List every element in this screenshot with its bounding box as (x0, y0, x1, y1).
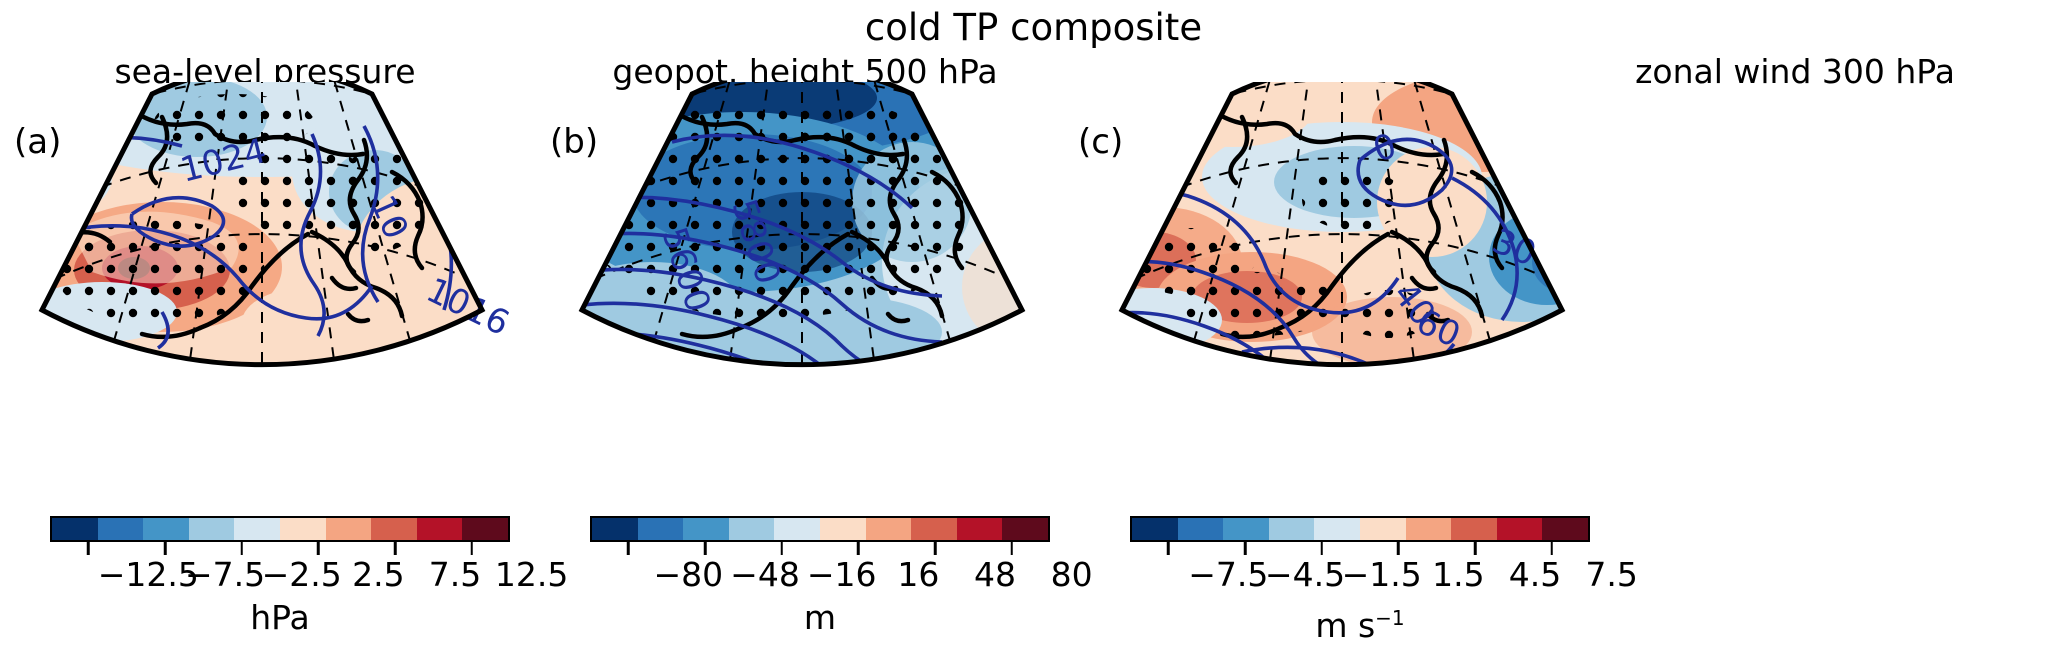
colorbar-tick (1397, 542, 1400, 555)
panel-a-colorbar: −12.5 −7.5 −2.5 2.5 7.5 12.5 hPa (30, 516, 568, 641)
panel-b-map-border (578, 82, 1026, 368)
colorbar-band (956, 518, 1003, 540)
panel-a-letter: (a) (14, 122, 62, 162)
panel-a-map: 1024 10 1016 (12, 82, 512, 372)
colorbar-tick (470, 542, 473, 555)
colorbar-tick (1550, 542, 1553, 555)
colorbar-band (819, 518, 866, 540)
figure-suptitle: cold TP composite (864, 6, 1203, 49)
panel-c-map-border (1118, 82, 1566, 368)
panel-b-colorbar-bar[interactable] (590, 516, 1050, 542)
colorbar-tick-label: −80 (653, 555, 724, 594)
colorbar-tick (240, 542, 243, 555)
panel-c-colorbar-labels: −7.5 −4.5 −1.5 1.5 4.5 7.5 (1110, 556, 1730, 596)
colorbar-band (1314, 518, 1360, 540)
colorbar-band (371, 518, 417, 540)
colorbar-band (52, 518, 98, 540)
panel-b-colorbar-unit: m (803, 598, 837, 637)
colorbar-band (1359, 518, 1406, 540)
colorbar-tick (1243, 542, 1247, 555)
panel-a-colorbar-unit: hPa (250, 598, 310, 637)
colorbar-tick-label: 1.5 (1432, 555, 1485, 594)
colorbar-band (637, 518, 684, 540)
colorbar-band (188, 518, 235, 540)
panel-b-colorbar: −80 −48 −16 16 48 80 m (570, 516, 1093, 641)
colorbar-band (1223, 518, 1269, 540)
colorbar-band (234, 518, 280, 540)
colorbar-band (462, 518, 508, 540)
panel-b-colorbar-ticks (590, 542, 1050, 556)
panel-c-colorbar: −7.5 −4.5 −1.5 1.5 4.5 7.5 m s−1 (1110, 516, 1638, 645)
colorbar-band (143, 518, 189, 540)
colorbar-band (1405, 518, 1452, 540)
panel-c-colorbar-bar[interactable] (1130, 516, 1590, 542)
panel-c-coastline (1209, 107, 1505, 340)
panel-c-colorbar-ticks (1130, 542, 1590, 556)
colorbar-tick (933, 542, 937, 555)
colorbar-band (1132, 518, 1178, 540)
colorbar-tick-label: −4.5 (1264, 555, 1346, 594)
colorbar-band (416, 518, 463, 540)
colorbar-band (774, 518, 820, 540)
colorbar-tick-label: −7.5 (1188, 555, 1269, 594)
colorbar-band (865, 518, 912, 540)
colorbar-tick-label: −7.5 (184, 555, 266, 594)
colorbar-tick (703, 542, 707, 555)
colorbar-tick (393, 542, 397, 555)
colorbar-tick-label: 12.5 (494, 555, 569, 594)
panel-b-map: 5800 5600 (552, 82, 1052, 372)
colorbar-band (279, 518, 326, 540)
colorbar-tick-label: 4.5 (1508, 555, 1562, 594)
colorbar-tick (1320, 542, 1323, 555)
colorbar-band (97, 518, 144, 540)
colorbar-band (1002, 518, 1048, 540)
colorbar-tick (87, 542, 90, 555)
colorbar-band (1451, 518, 1497, 540)
colorbar-tick (1473, 542, 1477, 555)
colorbar-band (683, 518, 729, 540)
colorbar-tick-label: 16 (897, 555, 940, 594)
colorbar-tick-label: 7.5 (428, 555, 482, 594)
colorbar-tick-label: −1.5 (1341, 555, 1422, 594)
colorbar-band (1177, 518, 1224, 540)
panel-c-unit-exponent: −1 (1375, 606, 1405, 630)
panel-c-map: 0 30 40 60 (1092, 82, 1592, 372)
panel-c-colorbar-unit: m s−1 (1110, 598, 1610, 646)
panel-a-coastline (69, 107, 425, 340)
colorbar-band (728, 518, 775, 540)
colorbar-tick-label: −12.5 (97, 555, 199, 594)
colorbar-band (1268, 518, 1315, 540)
colorbar-tick (780, 542, 783, 555)
panel-a-colorbar-bar[interactable] (50, 516, 510, 542)
colorbar-band (1542, 518, 1588, 540)
panel-c-unit-base: m s (1315, 606, 1376, 645)
colorbar-tick (1010, 542, 1013, 555)
colorbar-tick (163, 542, 167, 555)
colorbar-tick (857, 542, 860, 555)
colorbar-tick-label: 48 (974, 555, 1016, 594)
panel-b-colorbar-labels: −80 −48 −16 16 48 80 (570, 556, 1190, 596)
colorbar-tick-label: 2.5 (352, 555, 405, 594)
colorbar-band (592, 518, 638, 540)
colorbar-tick (317, 542, 320, 555)
colorbar-tick-label: −16 (806, 555, 877, 594)
colorbar-tick (1167, 542, 1170, 555)
colorbar-band (325, 518, 372, 540)
panel-c-title: zonal wind 300 hPa (1635, 52, 1955, 91)
colorbar-band (1496, 518, 1543, 540)
panel-a-map-border (38, 82, 486, 368)
colorbar-tick-label: 7.5 (1585, 555, 1638, 594)
colorbar-tick-label: −2.5 (261, 555, 342, 594)
panel-b-stippling (582, 100, 980, 319)
panel-a-colorbar-labels: −12.5 −7.5 −2.5 2.5 7.5 12.5 (30, 556, 650, 596)
colorbar-tick-label: 80 (1050, 555, 1093, 594)
panel-c-letter: (c) (1078, 122, 1124, 162)
colorbar-tick-label: −48 (730, 555, 800, 594)
panel-b-letter: (b) (550, 122, 599, 162)
colorbar-band (911, 518, 957, 540)
colorbar-tick (627, 542, 630, 555)
panel-a-colorbar-ticks (50, 542, 510, 556)
